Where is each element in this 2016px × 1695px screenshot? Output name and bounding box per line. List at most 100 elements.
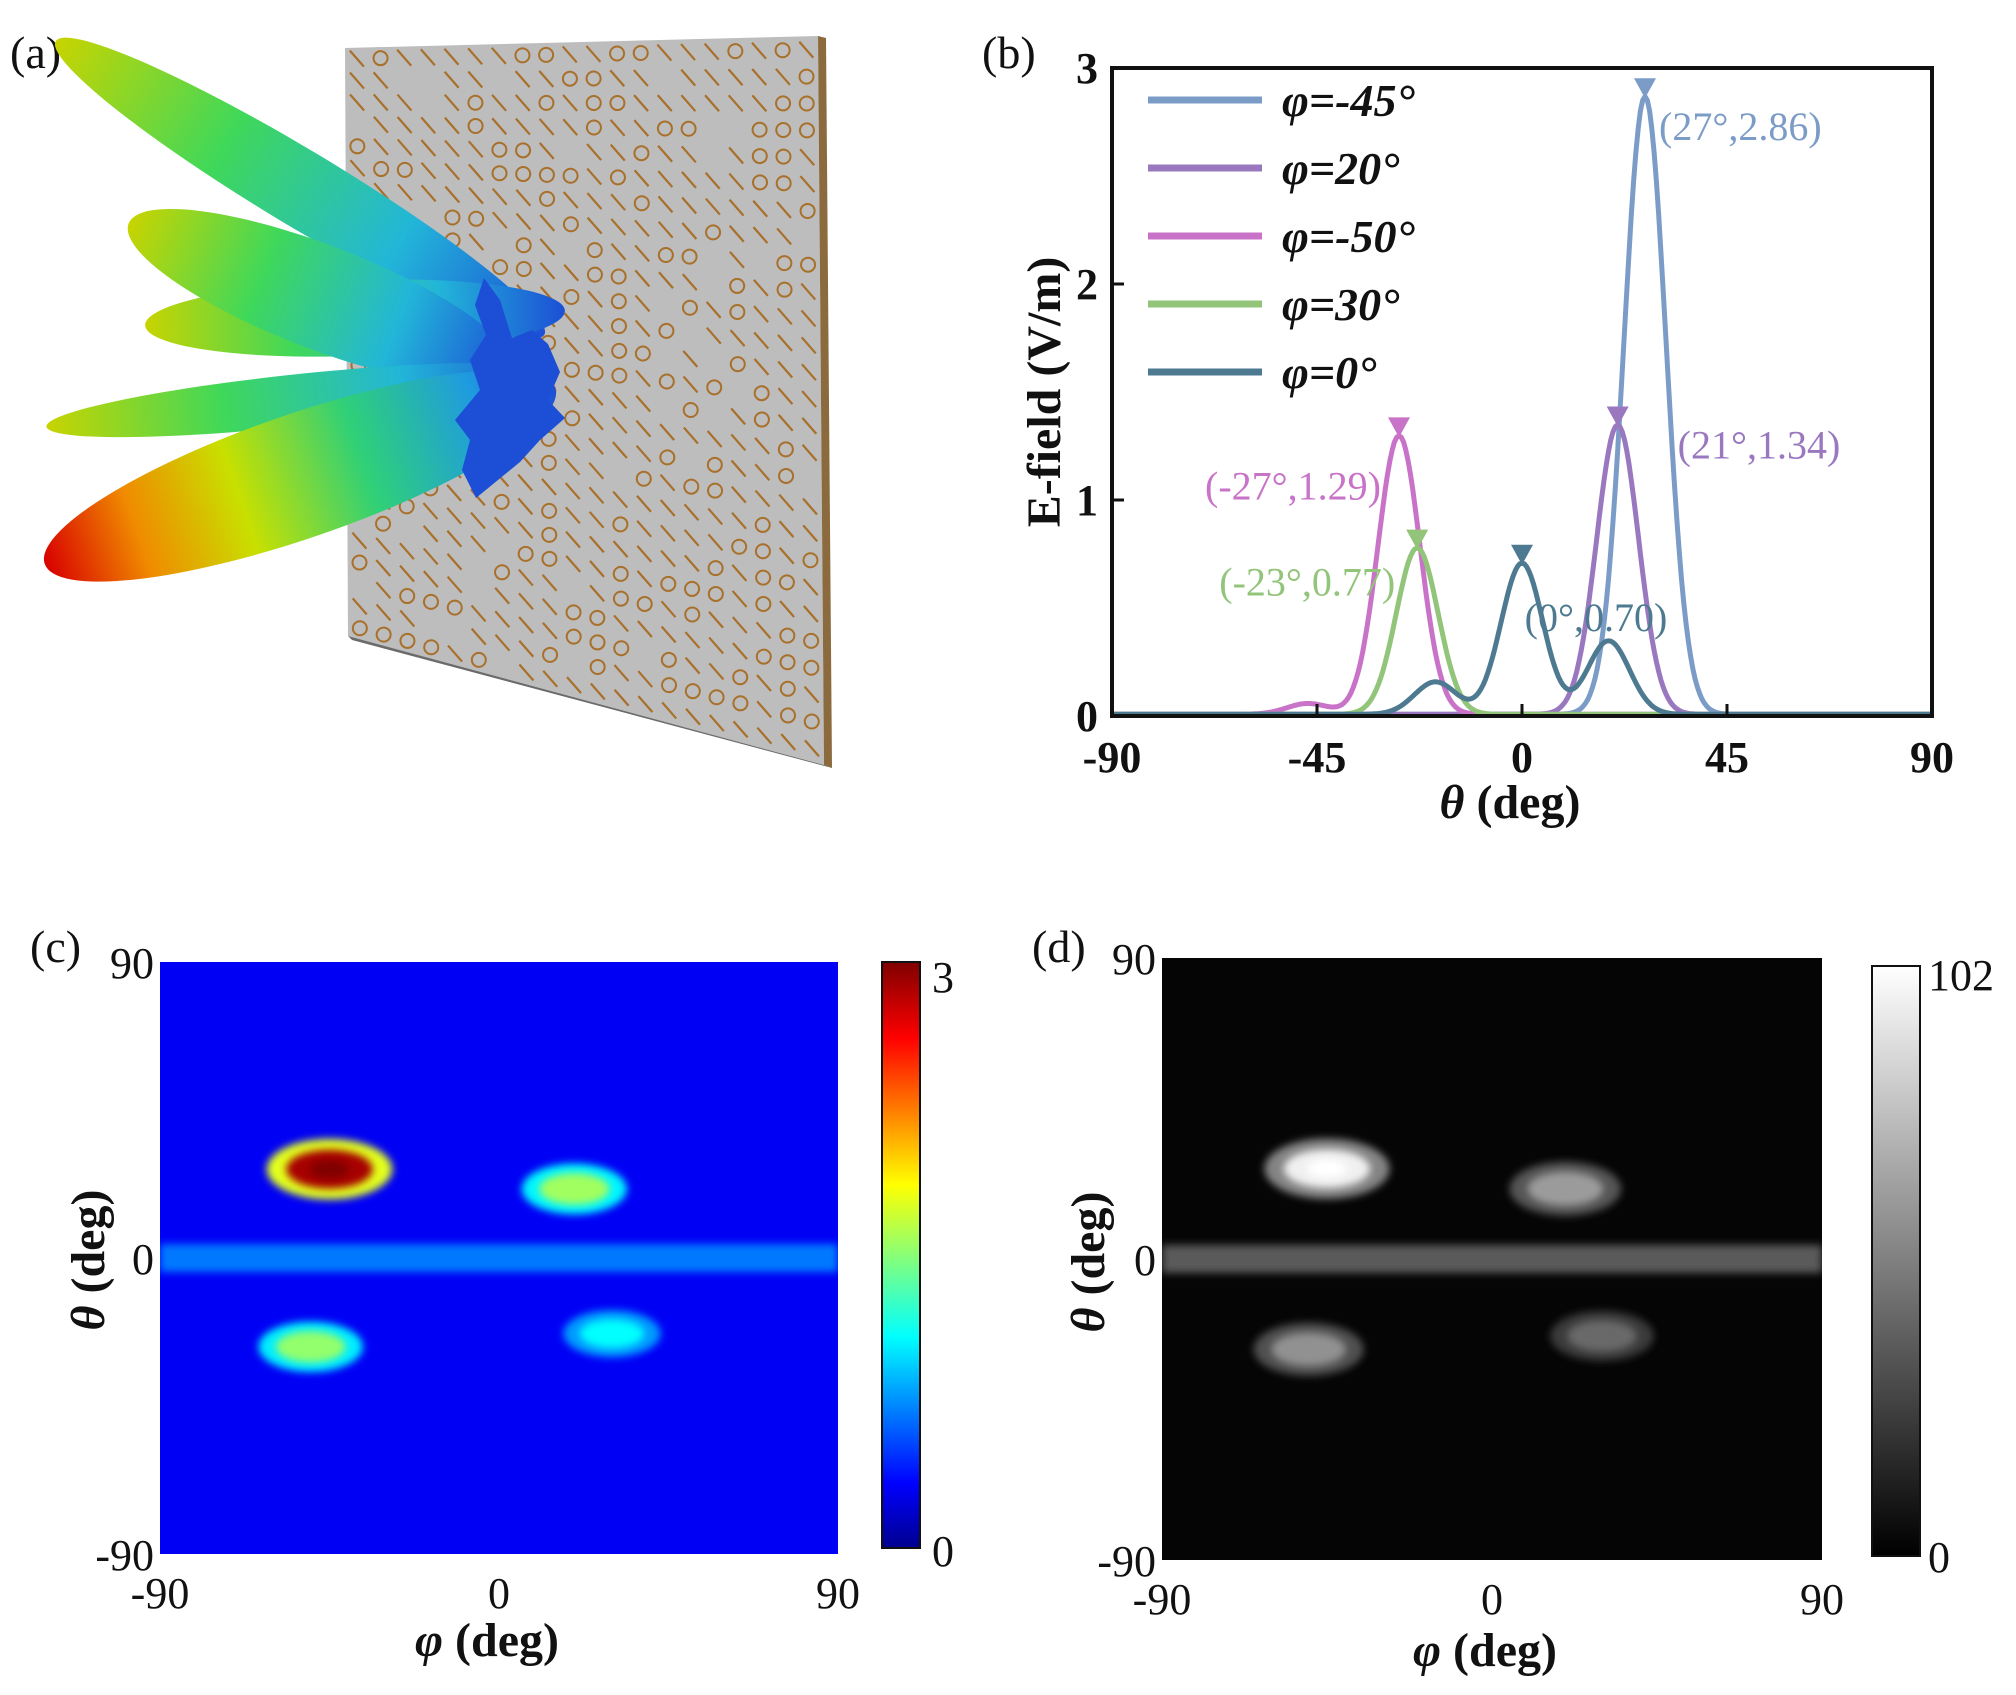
meta-atom-bar	[467, 70, 484, 89]
meta-atom-ring	[779, 627, 796, 644]
meta-atom-ring	[423, 639, 440, 656]
meta-atom-ring	[538, 166, 555, 183]
meta-atom-bar	[587, 339, 604, 357]
meta-atom-bar	[399, 564, 415, 583]
meta-atom-ring	[751, 148, 768, 165]
meta-atom-ring	[587, 364, 604, 381]
meta-atom-bar	[494, 633, 511, 652]
meta-atom-bar	[730, 433, 747, 452]
meta-atom-bar	[538, 70, 555, 88]
board-bottom-edge	[348, 636, 832, 768]
y-tick-label: 90	[110, 939, 154, 988]
meta-atom-bar	[446, 507, 463, 525]
meta-atom-ring	[468, 210, 485, 227]
heatmap-spot	[579, 1319, 645, 1349]
meta-atom-bar	[446, 553, 463, 571]
meta-atom-bar	[373, 182, 390, 200]
meta-atom-ring	[491, 165, 508, 182]
meta-atom-bar	[611, 391, 628, 410]
meta-atom-bar	[657, 145, 673, 163]
meta-atom-bar	[562, 94, 578, 112]
meta-atom-ring	[586, 242, 603, 259]
meta-atom-bar	[375, 537, 391, 555]
meta-atom-bar	[518, 592, 534, 611]
meta-atom-bar	[375, 559, 392, 577]
meta-atom-bar	[802, 497, 818, 516]
meta-atom-bar	[680, 43, 696, 61]
meta-atom-bar	[396, 48, 413, 67]
meta-atom-bar	[351, 531, 368, 550]
meta-atom-ring	[515, 260, 532, 277]
meta-atom-bar	[661, 701, 678, 720]
meta-atom-bar	[518, 640, 535, 658]
meta-atom-ring	[372, 50, 389, 67]
meta-atom-bar	[728, 225, 745, 243]
meta-atom-ring	[610, 293, 627, 310]
meta-atom-bar	[541, 574, 558, 592]
meta-atom-ring	[778, 467, 795, 484]
meta-atom-bar	[728, 198, 745, 217]
meta-atom-bar	[756, 674, 772, 692]
meta-atom-bar	[728, 146, 744, 165]
meta-atom-bar	[684, 656, 701, 675]
x-tick-label: 90	[816, 1569, 860, 1618]
meta-atom-ring	[351, 554, 368, 571]
meta-atom-bar	[775, 68, 791, 86]
meta-atom-bar	[539, 262, 556, 280]
meta-atom-bar	[732, 642, 748, 660]
x-tick-label: -90	[1133, 1575, 1192, 1624]
meta-atom-bar	[351, 597, 368, 616]
meta-atom-ring	[494, 564, 511, 581]
meta-atom-bar	[730, 407, 746, 426]
lobe-second	[127, 208, 513, 386]
meta-atom-bar	[656, 43, 673, 62]
meta-atom-bar	[799, 175, 816, 193]
meta-atom-bar	[518, 663, 535, 682]
meta-atom-bar	[751, 68, 768, 86]
meta-atom-bar	[586, 167, 603, 186]
y-axis-label: θ (deg)	[62, 1190, 115, 1331]
meta-atom-bar	[803, 685, 820, 704]
meta-atom-bar	[754, 489, 771, 508]
meta-atom-bar	[703, 42, 720, 61]
annotation-phi_m45: (27°,2.86)	[1659, 104, 1822, 149]
meta-atom-bar	[731, 590, 748, 608]
meta-atom-bar	[635, 444, 652, 463]
x-axis-label: φ (deg)	[1413, 1624, 1557, 1677]
meta-atom-bar	[660, 625, 677, 644]
panel-a: (a)	[10, 27, 832, 768]
meta-atom-bar	[470, 604, 487, 623]
meta-atom-bar	[635, 394, 652, 413]
meta-atom-ring	[444, 209, 461, 226]
meta-atom-ring	[727, 43, 744, 60]
meta-atom-bar	[680, 145, 697, 164]
meta-atom-bar	[420, 116, 437, 135]
meta-atom-ring	[684, 580, 701, 597]
meta-atom-bar	[517, 497, 534, 516]
meta-atom-bar	[492, 211, 508, 229]
annotation-phi_30: (-23°,0.77)	[1219, 560, 1395, 605]
meta-atom-bar	[799, 148, 815, 166]
meta-atom-bar	[706, 326, 722, 345]
meta-atom-ring	[470, 651, 487, 668]
meta-atom-bar	[587, 388, 604, 406]
meta-atom-bar	[587, 314, 604, 333]
meta-atom-ring	[585, 119, 602, 136]
meta-atom-bar	[777, 387, 794, 405]
meta-atom-ring	[633, 145, 650, 162]
meta-atom-ring	[729, 277, 746, 294]
meta-atom-ring	[562, 216, 579, 233]
meta-atom-bar	[494, 610, 511, 628]
meta-atom-ring	[563, 361, 580, 378]
meta-atom-ring	[609, 95, 626, 112]
meta-atom-ring	[731, 538, 748, 555]
meta-atom-ring	[775, 95, 792, 112]
meta-atom-bar	[752, 200, 769, 218]
lobe-upper	[54, 37, 546, 339]
meta-atom-ring	[586, 266, 603, 283]
meta-atom-ring	[565, 604, 582, 621]
x-tick-label: 0	[488, 1569, 510, 1618]
x-axis-label: φ (deg)	[415, 1614, 559, 1667]
meta-atom-bar	[491, 94, 507, 112]
